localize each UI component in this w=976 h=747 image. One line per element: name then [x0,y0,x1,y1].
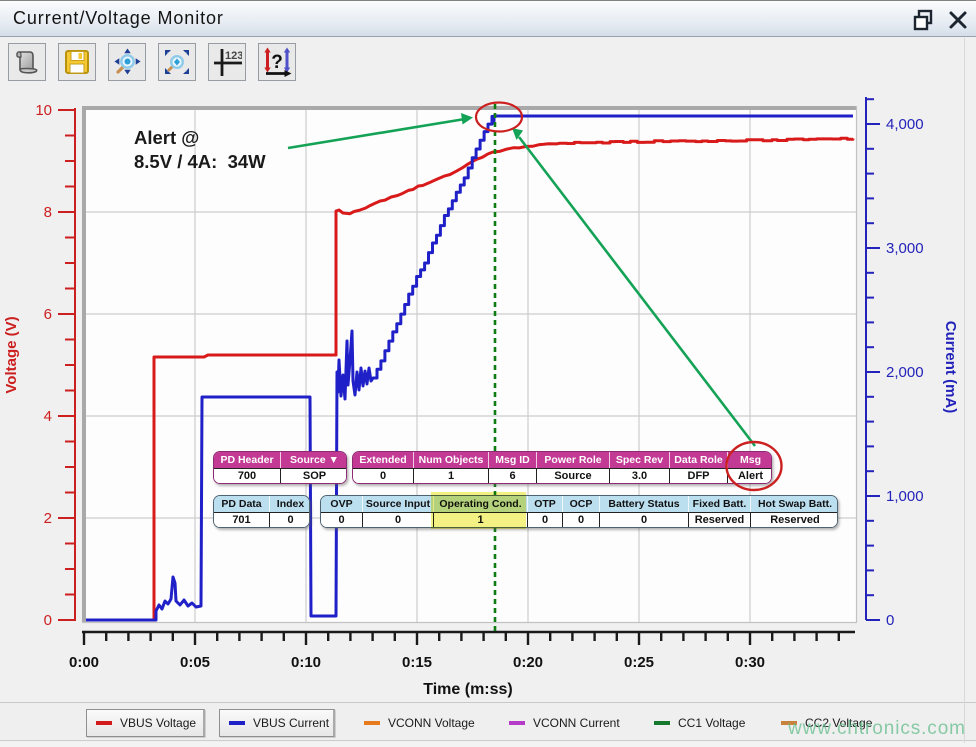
svg-text:123: 123 [225,50,242,62]
svg-text:0:25: 0:25 [624,654,654,671]
svg-text:1,000: 1,000 [886,488,924,505]
svg-text:2: 2 [44,510,52,527]
svg-text:2,000: 2,000 [886,364,924,381]
svg-text:0:30: 0:30 [735,654,765,671]
svg-text:?: ? [271,52,283,73]
svg-text:6: 6 [44,306,52,323]
svg-text:3,000: 3,000 [886,240,924,257]
svg-text:Current (mA): Current (mA) [942,321,959,414]
svg-text:Time (m:ss): Time (m:ss) [423,681,513,698]
svg-text:0: 0 [886,612,894,629]
svg-text:Voltage (V): Voltage (V) [3,316,20,393]
svg-text:0: 0 [44,612,52,629]
svg-text:0:10: 0:10 [291,654,321,671]
svg-text:0:20: 0:20 [513,654,543,671]
svg-text:0:05: 0:05 [180,654,210,671]
svg-text:10: 10 [35,102,52,119]
svg-text:4: 4 [44,408,52,425]
svg-text:0:00: 0:00 [69,654,99,671]
svg-text:0:15: 0:15 [402,654,432,671]
svg-text:4,000: 4,000 [886,116,924,133]
svg-text:8: 8 [44,204,52,221]
